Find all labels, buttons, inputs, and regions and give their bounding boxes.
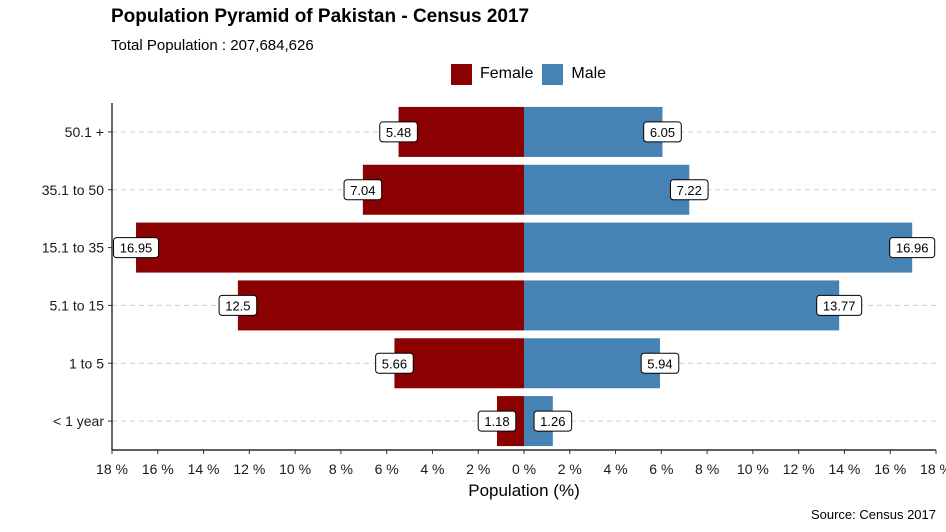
bar-male [524, 106, 663, 157]
y-tick-label: 15.1 to 35 [42, 240, 104, 256]
bar-female [394, 338, 524, 389]
x-tick-label: 12 % [783, 461, 815, 477]
x-tick-label: 10 % [279, 461, 311, 477]
y-tick-label: 35.1 to 50 [42, 182, 104, 198]
x-tick-label: 6 % [649, 461, 673, 477]
legend-label-female: Female [480, 65, 534, 82]
bar-male [524, 280, 840, 331]
x-axis-title: Population (%) [468, 481, 580, 500]
x-tick-label: 4 % [420, 461, 444, 477]
data-label: 6.05 [650, 125, 675, 140]
data-label: 5.66 [382, 356, 407, 371]
x-tick-label: 0 % [512, 461, 536, 477]
data-label-box [889, 237, 936, 259]
bar-female [237, 280, 524, 331]
data-label-box [218, 294, 258, 316]
x-tick-label: 14 % [828, 461, 860, 477]
x-tick-label: 14 % [188, 461, 220, 477]
legend-item-male: Male [542, 63, 607, 85]
x-tick-label: 2 % [558, 461, 582, 477]
x-tick-label: 16 % [874, 461, 906, 477]
data-label: 7.22 [677, 183, 702, 198]
bar-female [136, 222, 525, 273]
data-label-box [379, 121, 418, 143]
x-tick-label: 18 % [920, 461, 946, 477]
y-tick-label: < 1 year [53, 413, 104, 429]
legend-item-female: Female [451, 63, 534, 85]
x-tick-label: 8 % [329, 461, 353, 477]
x-tick-label: 4 % [603, 461, 627, 477]
bar-male [524, 222, 913, 273]
bar-male [524, 338, 660, 389]
y-tick-label: 50.1 + [65, 124, 104, 140]
y-tick-label: 5.1 to 15 [50, 297, 105, 313]
data-label: 1.18 [484, 414, 509, 429]
data-label-box [816, 294, 863, 316]
chart-caption: Source: Census 2017 [810, 507, 936, 522]
data-label: 13.77 [823, 298, 856, 313]
data-label: 7.04 [350, 183, 375, 198]
legend-key-male [542, 63, 564, 85]
chart-subtitle: Total Population : 207,684,626 [111, 37, 314, 54]
data-label-box [477, 410, 517, 432]
chart-title: Population Pyramid of Pakistan - Census … [111, 6, 530, 27]
legend-key-female [451, 63, 472, 85]
bar-male [524, 164, 690, 215]
data-label-box [375, 352, 414, 374]
bar-female [362, 164, 524, 215]
x-tick-label: 18 % [96, 461, 128, 477]
x-tick-label: 8 % [695, 461, 719, 477]
data-label: 1.26 [540, 414, 565, 429]
bar-female [398, 106, 524, 157]
data-label-box [643, 121, 682, 143]
x-tick-label: 16 % [142, 461, 174, 477]
data-label-box [113, 237, 160, 259]
legend: Female Male [451, 63, 615, 85]
data-label-box [669, 179, 709, 201]
data-label: 12.5 [225, 298, 250, 313]
data-label-box [533, 410, 573, 432]
legend-label-male: Male [571, 65, 607, 82]
x-tick-label: 10 % [737, 461, 769, 477]
data-label-box [640, 352, 680, 374]
data-label: 16.96 [896, 241, 929, 256]
data-label: 5.94 [647, 356, 672, 371]
x-tick-label: 12 % [233, 461, 265, 477]
x-tick-label: 2 % [466, 461, 490, 477]
x-tick-label: 6 % [375, 461, 399, 477]
data-label: 5.48 [386, 125, 411, 140]
y-tick-label: 1 to 5 [69, 355, 104, 371]
data-label: 16.95 [120, 241, 153, 256]
data-label-box [343, 179, 383, 201]
